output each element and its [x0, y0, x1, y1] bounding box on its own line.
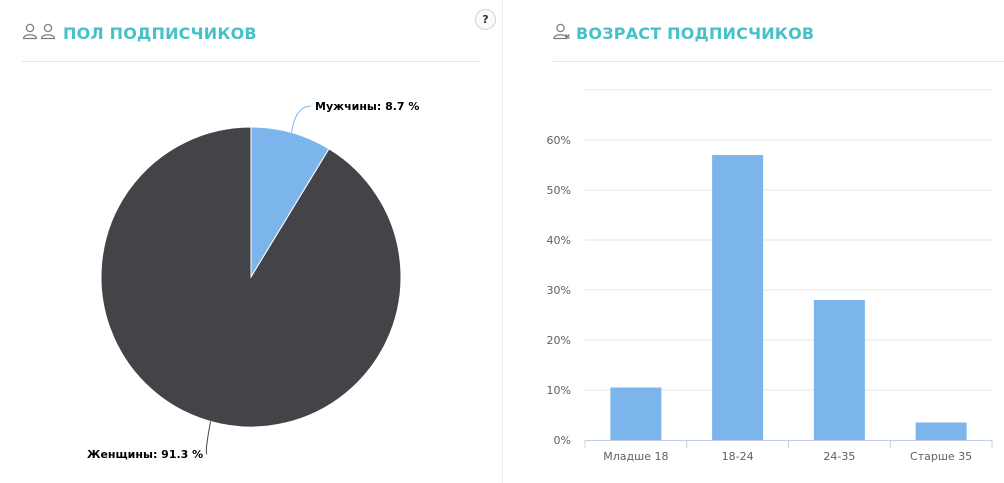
bar-ytick-label: 0% [554, 434, 571, 447]
age-panel: ВОЗРАСТ ПОДПИСЧИКОВ 0% 10% 20% 30% 40% 50% 60%… [503, 0, 1004, 483]
pie-slice-female[interactable] [100, 126, 402, 428]
bar-ytick-label: 60% [547, 134, 571, 147]
gender-panel-header: ПОЛ ПОДПИСЧИКОВ [22, 22, 257, 44]
bar-2[interactable] [712, 155, 764, 440]
pie-label-female: Женщины: 91.3 % [87, 448, 203, 461]
pie-connector-female [205, 421, 212, 455]
age-panel-title: ВОЗРАСТ ПОДПИСЧИКОВ [576, 23, 815, 43]
bar-xtick-label: 18-24 [722, 450, 754, 463]
bar-3[interactable] [813, 300, 865, 440]
gender-panel-title: ПОЛ ПОДПИСЧИКОВ [63, 23, 257, 43]
gender-pie-chart: Мужчины: 8.7 % Женщины: 91.3 % [87, 100, 419, 461]
gender-panel: ПОЛ ПОДПИСЧИКОВ ? Мужчины: 8.7 % Женщины… [22, 9, 496, 461]
age-panel-header: ВОЗРАСТ ПОДПИСЧИКОВ [553, 22, 814, 44]
pie-slice-male[interactable] [250, 126, 330, 279]
panel-divider [502, 0, 503, 483]
bar-ytick-label: 30% [547, 284, 571, 297]
age-header-divider [553, 61, 1004, 62]
bar-1[interactable] [610, 387, 662, 441]
bar-ytick-label: 40% [547, 234, 571, 247]
bar-4[interactable] [915, 422, 967, 441]
bar-ytick-label: 10% [547, 384, 571, 397]
help-button[interactable]: ? [475, 9, 496, 30]
bar-xtick-label: Младше 18 [603, 450, 668, 463]
bar-xtick-label: Старше 35 [910, 450, 972, 463]
pie-connector-male [290, 105, 312, 133]
age-bar-chart: 0% 10% 20% 30% 40% 50% 60% Младше 18 18-24 24-35… [547, 89, 993, 463]
pie-label-male: Мужчины: 8.7 % [315, 100, 419, 113]
user-x-icon [553, 22, 571, 44]
bar-ytick-label: 20% [547, 334, 571, 347]
bar-ytick-label: 50% [547, 184, 571, 197]
two-users-icon [22, 22, 58, 44]
gender-header-divider [22, 61, 481, 62]
bar-xtick-label: 24-35 [823, 450, 855, 463]
